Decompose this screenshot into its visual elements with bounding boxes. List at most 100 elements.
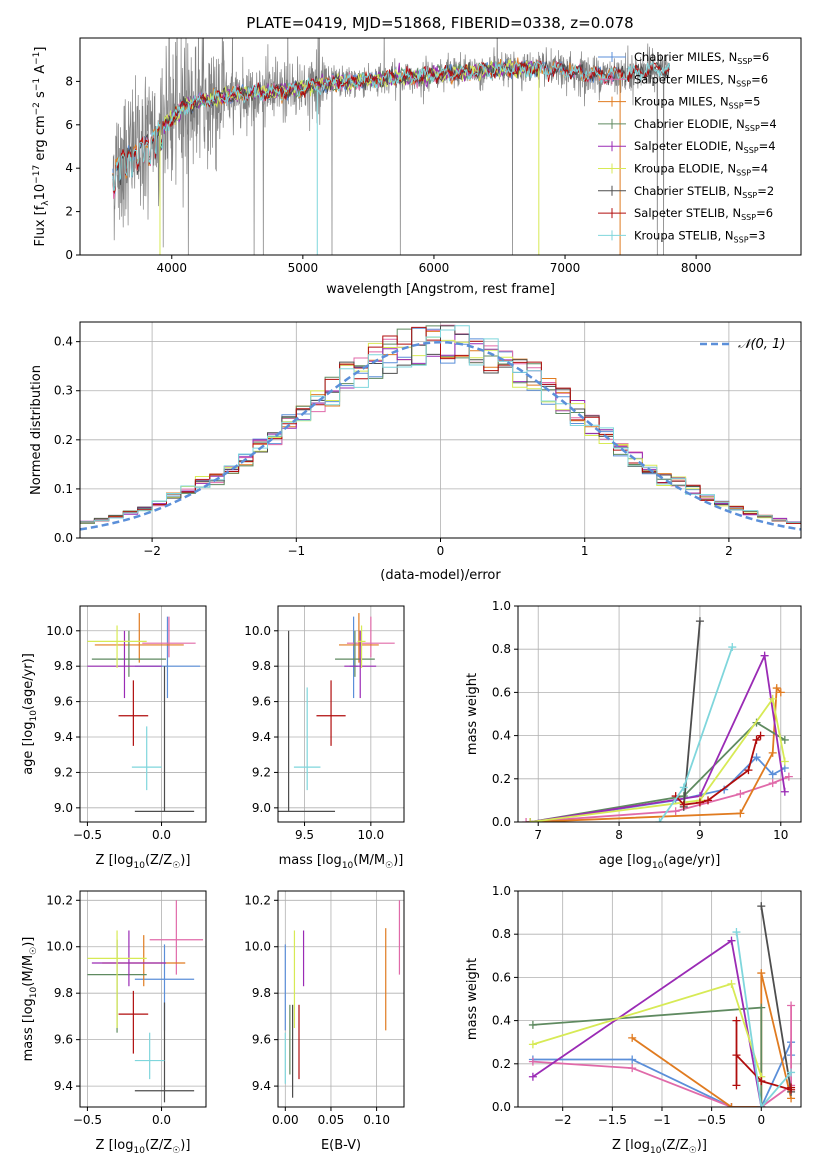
y-tick-label: 9.4 [54, 1079, 73, 1093]
x-tick-label: −0.5 [73, 828, 102, 842]
weight-point-marker [528, 1040, 537, 1049]
x-tick-label: −2 [143, 544, 161, 558]
label-part: s [33, 91, 48, 102]
data-spectrum [112, 38, 671, 255]
x-tick-label: −0.5 [697, 1113, 726, 1127]
weight-point-marker [679, 783, 688, 792]
y-tick-label: 0.0 [492, 815, 511, 829]
y-tick-label: 9.6 [252, 1033, 271, 1047]
x-tick-label: −2 [554, 1113, 572, 1127]
label-part: ☉ [29, 947, 39, 955]
x-tick-label: 4000 [156, 261, 187, 275]
label-part: E(B-V) [321, 1138, 361, 1153]
y-axis-label: Normed distribution [29, 365, 44, 495]
y-tick-label: 0.8 [492, 642, 511, 656]
label-part: −17 [32, 165, 42, 184]
label-part: Normed distribution [29, 365, 44, 495]
weight-point-marker [528, 1020, 537, 1029]
plot-area [278, 613, 395, 812]
label-part: )] [697, 1138, 707, 1153]
legend-label: Kroupa STELIB, NSSP=3 [634, 228, 765, 244]
weight-point-marker [768, 694, 777, 703]
y-tick-label: 10.2 [46, 893, 73, 907]
weight-series-line [735, 931, 792, 1107]
legend-label: Salpeter ELODIE, NSSP=4 [634, 139, 776, 155]
y-tick-label: 9.6 [252, 695, 271, 709]
y-tick-label: 0.6 [492, 685, 511, 699]
weight-series-line [529, 721, 786, 822]
x-tick-label: 8 [615, 828, 623, 842]
weight-series-line [532, 1006, 763, 1107]
weight-point-marker [704, 796, 713, 805]
x-tick-label: 0.05 [318, 1113, 345, 1127]
axes-frame [79, 605, 207, 823]
legend-label: Chabrier MILES, NSSP=6 [634, 50, 769, 66]
weight-point-marker [768, 748, 777, 757]
legend-label-sub: SSP [744, 146, 759, 155]
axes-frame [277, 605, 405, 823]
y-tick-label: 0.0 [492, 1100, 511, 1114]
y-axis-label: age [log10(age/yr)] [21, 653, 39, 775]
weight-series-line [529, 652, 786, 822]
weight-point-marker [695, 798, 704, 807]
x-tick-label: 0.0 [152, 828, 171, 842]
label-part: 10 [652, 861, 664, 871]
axes-frame [79, 37, 802, 256]
model-spectrum [112, 60, 671, 195]
x-axis-label: E(B-V) [321, 1138, 361, 1153]
y-tick-label: 9.4 [252, 730, 271, 744]
y-tick-label: 8 [65, 74, 73, 88]
y-tick-label: 4 [65, 161, 73, 175]
x-tick-label: 0 [437, 544, 445, 558]
plot-area [112, 38, 671, 255]
plot-area [87, 900, 204, 1103]
y-tick-label: 9.6 [54, 695, 73, 709]
figure-title: PLATE=0419, MJD=51868, FIBERID=0338, z=0… [246, 14, 633, 32]
y-axis-label: mass [log10(M/M☉)] [21, 937, 39, 1062]
label-part: (M/M [353, 853, 385, 868]
y-tick-label: 0.1 [54, 482, 73, 496]
weight-point-marker [679, 800, 688, 809]
weight-point-marker [671, 807, 680, 816]
weight-point-marker [780, 735, 789, 744]
label-part: age [log [21, 722, 36, 775]
y-axis-label: Flux [fλ10−17 erg cm−2 s−1 A−1] [32, 47, 51, 247]
y-tick-label: 9.2 [54, 765, 73, 779]
weight-point-marker [776, 688, 785, 697]
y-tick-label: 9.0 [252, 801, 271, 815]
weight-point-marker [752, 735, 761, 744]
weight-point-marker [757, 1077, 766, 1086]
weight-point-marker [768, 779, 777, 788]
weight-point-marker [760, 651, 769, 660]
label-part: mass [log [21, 998, 36, 1061]
y-tick-label: 0.0 [54, 531, 73, 545]
weight-point-marker [528, 1072, 537, 1081]
y-tick-label: 10.0 [46, 940, 73, 954]
weight-point-marker [728, 643, 737, 652]
y-tick-label: 10.2 [244, 893, 271, 907]
weight-series-line [530, 685, 782, 822]
plot-area [87, 613, 201, 812]
x-tick-label: 9 [696, 828, 704, 842]
legend-label: Chabrier STELIB, NSSP=2 [634, 184, 774, 200]
label-part: ☉ [385, 861, 393, 871]
model-spectrum [158, 59, 540, 149]
legend-label-sub: SSP [737, 57, 752, 66]
x-tick-label: 10.0 [357, 828, 384, 842]
label-part: mass weight [465, 958, 480, 1040]
legend-label-sub: SSP [745, 124, 760, 133]
legend-label: Kroupa ELODIE, NSSP=4 [634, 162, 768, 178]
legend-label-sub: SSP [734, 235, 749, 244]
x-tick-label: 0 [757, 1113, 765, 1127]
legend-label-main: Chabrier MILES, N [634, 50, 737, 64]
legend-label-sub: SSP [729, 102, 744, 111]
x-tick-label: 1 [581, 544, 589, 558]
weight-point-marker [628, 1033, 637, 1042]
label-part: mass weight [465, 673, 480, 755]
label-part: erg cm [33, 115, 48, 164]
x-tick-label: 0.10 [363, 1113, 390, 1127]
mass-vs-extinction-panel: 0.00 0.05 0.10 9.4 9.6 9.8 10.0 10.2 E(B-V) [244, 890, 405, 1153]
legend-label-main: Kroupa STELIB, N [634, 228, 734, 242]
legend-label-main: Salpeter MILES, N [634, 72, 736, 86]
